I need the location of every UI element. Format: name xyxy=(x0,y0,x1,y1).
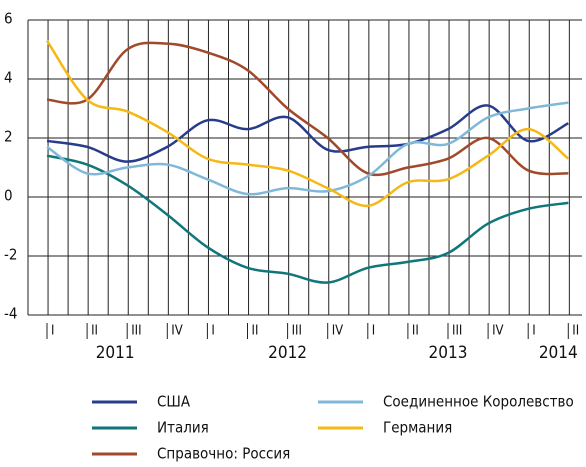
y-tick-label: 4 xyxy=(4,69,13,87)
x-tick-label: I xyxy=(532,324,535,339)
x-tick-label: I xyxy=(372,324,375,339)
y-tick-label: 6 xyxy=(4,10,13,28)
legend-label: США xyxy=(157,393,191,411)
x-tick-label: III xyxy=(131,324,141,339)
x-tick-label: I xyxy=(211,324,214,339)
x-tick-label: III xyxy=(292,324,302,339)
legend-label: Справочно: Россия xyxy=(157,445,290,463)
x-tick-label: III xyxy=(452,324,462,339)
year-label: 2012 xyxy=(268,343,307,363)
y-tick-label: 0 xyxy=(4,187,13,205)
series-line xyxy=(46,41,569,177)
year-label: 2013 xyxy=(429,343,468,363)
x-tick-label: II xyxy=(572,324,579,339)
series-line xyxy=(46,104,569,163)
series-line xyxy=(46,154,569,284)
year-label: 2011 xyxy=(96,343,135,363)
x-tick-label: II xyxy=(412,324,419,339)
x-tick-label: II xyxy=(252,324,259,339)
legend-label: Соединенное Королевство xyxy=(383,393,574,411)
series-line xyxy=(46,101,569,196)
y-tick-label: -4 xyxy=(4,305,17,323)
x-tick-label: IV xyxy=(171,324,182,339)
series-line xyxy=(45,39,570,208)
x-tick-label: I xyxy=(51,324,54,339)
year-label: 2014 xyxy=(539,343,578,363)
y-tick-label: -2 xyxy=(4,246,17,264)
legend-label: Германия xyxy=(383,419,452,437)
x-tick-label: IV xyxy=(332,324,343,339)
legend-label: Италия xyxy=(157,419,209,437)
x-tick-label: II xyxy=(91,324,98,339)
x-tick-label: IV xyxy=(492,324,503,339)
y-tick-label: 2 xyxy=(4,128,13,146)
